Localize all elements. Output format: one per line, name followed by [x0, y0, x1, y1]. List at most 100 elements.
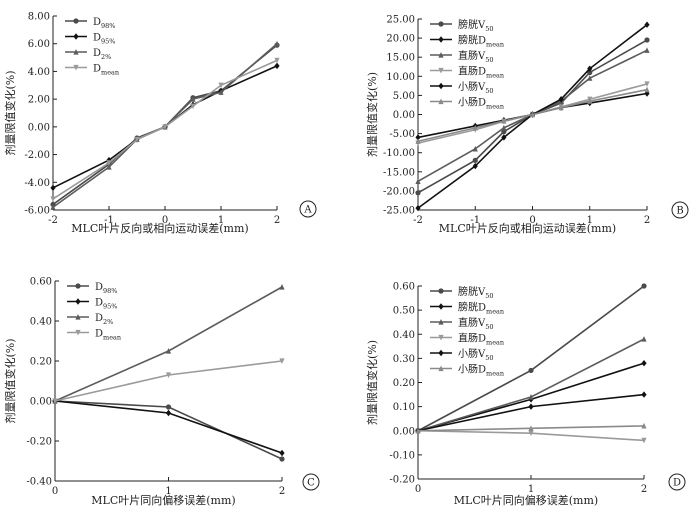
data-point	[106, 164, 112, 170]
y-tick-label: 0.00	[30, 397, 52, 408]
data-point	[165, 348, 172, 354]
data-point	[218, 82, 224, 89]
legend-label-sub: mean	[103, 334, 121, 342]
legend-label: D98%	[95, 282, 117, 295]
panel-letter: A	[303, 205, 312, 216]
legend-marker	[438, 334, 444, 341]
x-tick-label: 2	[279, 486, 285, 497]
legend-label-sub: mean	[101, 69, 119, 77]
legend-marker	[438, 349, 444, 357]
y-tick-label: 4.00	[28, 67, 50, 78]
legend-label-main: D	[93, 17, 101, 28]
data-point	[162, 124, 168, 130]
legend-label: D95%	[95, 298, 117, 311]
y-tick-label: 0.50	[393, 306, 415, 317]
legend-label-main: 膀胱V	[458, 285, 486, 298]
x-axis-title: MLC叶片同向偏移误差(mm)	[91, 493, 235, 507]
y-tick-label: 0.60	[30, 277, 52, 288]
legend-label-main: D	[93, 64, 101, 75]
legend-label: 直肠Dmean	[458, 332, 504, 347]
legend: D98%D95%D2%Dmean	[65, 17, 119, 77]
data-point	[501, 124, 507, 131]
legend-label-sub: 98%	[103, 287, 117, 295]
data-point	[50, 196, 56, 202]
data-point	[587, 65, 593, 72]
legend-label: 膀胱V50	[458, 285, 494, 300]
legend-label-main: 小肠V	[458, 81, 486, 93]
legend-label: 膀胱Dmean	[458, 34, 504, 49]
legend-item: 小肠Dmean	[430, 364, 504, 378]
y-axis-title: 剂量限值变化(%)	[3, 338, 17, 423]
x-tick-label: 1	[528, 484, 534, 495]
chart-panel-A: -6.00 -4.00 -2.00 0.00 2.00 4.00 6.00 8.00 -2 -1 0…	[3, 12, 317, 235]
data-point	[52, 398, 58, 404]
data-point	[587, 75, 593, 81]
chart-panel-D: -0.20 -0.10 0.00 0.10 0.20 0.30 0.40 0.50 0.60 0 1…	[365, 282, 686, 507]
y-tick-label: 0.10	[393, 402, 415, 413]
legend-item: 直肠Dmean	[430, 65, 504, 80]
legend-marker	[73, 49, 79, 55]
legend-label-main: D	[95, 298, 103, 309]
legend-label-main: 直肠V	[458, 316, 486, 329]
data-point	[558, 104, 564, 111]
y-tick-label: 0.20	[30, 357, 52, 368]
y-tick-label: -6.00	[24, 206, 50, 217]
y-tick-label: 0.00	[393, 426, 415, 437]
legend-label-sub: mean	[486, 72, 504, 80]
y-tick-label: -25.00	[383, 206, 415, 217]
panel-letter-circle	[302, 473, 320, 491]
data-point	[587, 98, 593, 104]
legend-marker	[438, 319, 444, 325]
series-D-2	[415, 336, 647, 434]
y-tick-label: 0.60	[393, 282, 415, 293]
y-tick-label: 0.00	[28, 122, 50, 133]
legend-label: D95%	[93, 33, 115, 46]
panel-letter: C	[307, 478, 315, 489]
legend-label-main: 膀胱V	[458, 18, 486, 31]
y-tick-label: 15.00	[386, 53, 415, 64]
legend-label-sub: 50	[485, 354, 493, 362]
legend-marker	[75, 283, 81, 289]
data-point	[274, 40, 280, 47]
legend-marker	[75, 329, 81, 336]
legend-item: Dmean	[65, 64, 119, 77]
data-point	[644, 47, 650, 53]
data-point	[529, 111, 536, 118]
data-point	[279, 284, 285, 290]
legend-label: 直肠V50	[458, 316, 494, 331]
legend-item: 膀胱V50	[430, 18, 494, 33]
legend-label-main: D	[95, 313, 103, 324]
legend-label-main: 直肠D	[458, 65, 486, 78]
data-point	[641, 283, 647, 289]
legend-label-main: D	[93, 48, 101, 59]
y-tick-label: -20.00	[383, 186, 415, 197]
data-point	[415, 134, 421, 141]
series-line	[54, 400, 283, 460]
legend-marker	[73, 64, 79, 71]
y-tick-label: 0.20	[393, 378, 415, 389]
legend-label-sub: mean	[486, 41, 504, 49]
series-B-5	[415, 86, 650, 144]
data-point	[528, 403, 534, 410]
data-point	[415, 427, 421, 434]
legend-label-main: D	[95, 329, 103, 340]
legend-item: 直肠V50	[430, 49, 494, 64]
x-tick-label: 1	[587, 215, 593, 226]
legend-label-main: 直肠V	[458, 49, 486, 62]
data-point	[165, 372, 172, 378]
y-tick-label: 5.00	[393, 91, 415, 102]
x-tick-label: -1	[470, 215, 480, 226]
data-point	[528, 367, 534, 374]
x-tick-label: 2	[274, 215, 280, 226]
legend-marker	[438, 288, 444, 294]
data-point	[106, 160, 112, 166]
x-tick-label: 0	[52, 486, 58, 497]
series-line	[54, 360, 283, 402]
data-point	[641, 437, 647, 444]
data-point	[165, 404, 172, 410]
data-point	[218, 89, 224, 95]
legend-item: D95%	[67, 298, 117, 311]
series-line	[54, 286, 283, 402]
legend-label-sub: 50	[485, 25, 493, 33]
